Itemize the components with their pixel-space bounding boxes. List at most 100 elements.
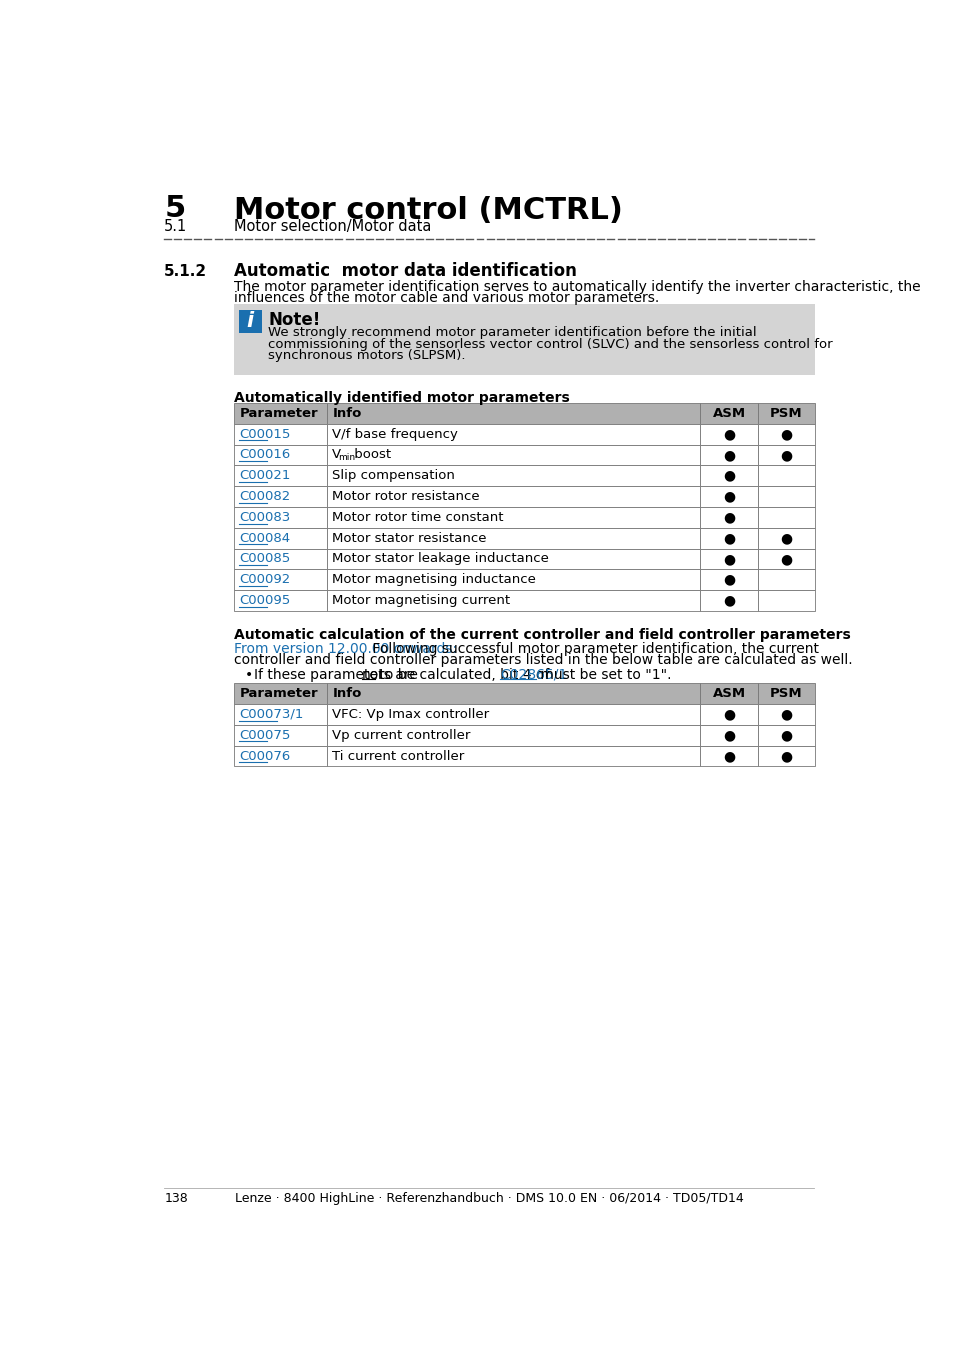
Text: Motor rotor time constant: Motor rotor time constant: [332, 510, 503, 524]
FancyBboxPatch shape: [757, 745, 815, 767]
FancyBboxPatch shape: [327, 486, 700, 508]
Text: C00082: C00082: [239, 490, 291, 504]
FancyBboxPatch shape: [233, 444, 327, 466]
Text: 138: 138: [164, 1192, 188, 1206]
FancyBboxPatch shape: [757, 424, 815, 444]
Text: i: i: [247, 312, 253, 331]
Text: ●: ●: [780, 749, 792, 763]
Text: ●: ●: [780, 728, 792, 743]
FancyBboxPatch shape: [327, 705, 700, 725]
FancyBboxPatch shape: [700, 570, 757, 590]
FancyBboxPatch shape: [757, 444, 815, 466]
Text: Motor control (MCTRL): Motor control (MCTRL): [233, 196, 622, 225]
FancyBboxPatch shape: [233, 404, 327, 424]
Text: Vp current controller: Vp current controller: [332, 729, 470, 741]
FancyBboxPatch shape: [700, 590, 757, 612]
Text: C00076: C00076: [239, 749, 291, 763]
Text: synchronous motors (SLPSM).: synchronous motors (SLPSM).: [268, 350, 465, 362]
Text: From version 12.00.00 onwards:: From version 12.00.00 onwards:: [233, 641, 456, 656]
FancyBboxPatch shape: [757, 683, 815, 705]
Text: Motor stator leakage inductance: Motor stator leakage inductance: [332, 552, 549, 566]
FancyBboxPatch shape: [327, 745, 700, 767]
Text: Automatically identified motor parameters: Automatically identified motor parameter…: [233, 390, 569, 405]
Text: ●: ●: [722, 572, 735, 587]
Text: Parameter: Parameter: [239, 406, 317, 420]
FancyBboxPatch shape: [233, 745, 327, 767]
Text: C00085: C00085: [239, 552, 291, 566]
FancyBboxPatch shape: [327, 683, 700, 705]
FancyBboxPatch shape: [233, 466, 327, 486]
Text: C00083: C00083: [239, 510, 291, 524]
FancyBboxPatch shape: [327, 424, 700, 444]
Text: to be calculated, bit 4 of: to be calculated, bit 4 of: [375, 668, 553, 682]
FancyBboxPatch shape: [700, 705, 757, 725]
Text: Info: Info: [332, 406, 361, 420]
Text: Ti current controller: Ti current controller: [332, 749, 464, 763]
FancyBboxPatch shape: [327, 590, 700, 612]
Text: ●: ●: [722, 749, 735, 763]
FancyBboxPatch shape: [757, 590, 815, 612]
FancyBboxPatch shape: [233, 705, 327, 725]
FancyBboxPatch shape: [700, 404, 757, 424]
Text: ●: ●: [780, 448, 792, 462]
Text: Automatic  motor data identification: Automatic motor data identification: [233, 262, 577, 279]
FancyBboxPatch shape: [757, 508, 815, 528]
Text: •: •: [245, 668, 253, 682]
FancyBboxPatch shape: [700, 745, 757, 767]
FancyBboxPatch shape: [233, 305, 815, 375]
Text: Slip compensation: Slip compensation: [332, 470, 455, 482]
FancyBboxPatch shape: [327, 404, 700, 424]
Text: PSM: PSM: [769, 687, 802, 701]
Text: V: V: [332, 448, 341, 462]
Text: The motor parameter identification serves to automatically identify the inverter: The motor parameter identification serve…: [233, 279, 920, 294]
FancyBboxPatch shape: [233, 570, 327, 590]
FancyBboxPatch shape: [700, 725, 757, 745]
Text: min: min: [337, 452, 355, 462]
FancyBboxPatch shape: [700, 466, 757, 486]
FancyBboxPatch shape: [757, 486, 815, 508]
Text: C00084: C00084: [239, 532, 291, 544]
FancyBboxPatch shape: [757, 570, 815, 590]
Text: Motor stator resistance: Motor stator resistance: [332, 532, 486, 544]
Text: influences of the motor cable and various motor parameters.: influences of the motor cable and variou…: [233, 292, 659, 305]
Text: Automatic calculation of the current controller and field controller parameters: Automatic calculation of the current con…: [233, 628, 850, 641]
Text: ●: ●: [722, 490, 735, 504]
FancyBboxPatch shape: [757, 528, 815, 548]
Text: must be set to "1".: must be set to "1".: [536, 668, 671, 682]
Text: Note!: Note!: [268, 310, 320, 328]
FancyBboxPatch shape: [757, 548, 815, 570]
FancyBboxPatch shape: [233, 486, 327, 508]
Text: Info: Info: [332, 687, 361, 701]
Text: C00021: C00021: [239, 470, 291, 482]
Text: 5.1.2: 5.1.2: [164, 263, 207, 278]
Text: ●: ●: [780, 707, 792, 721]
Text: C00095: C00095: [239, 594, 291, 608]
Text: C00075: C00075: [239, 729, 291, 741]
Text: Motor rotor resistance: Motor rotor resistance: [332, 490, 479, 504]
FancyBboxPatch shape: [233, 725, 327, 745]
FancyBboxPatch shape: [233, 590, 327, 612]
FancyBboxPatch shape: [327, 528, 700, 548]
Text: boost: boost: [350, 448, 391, 462]
FancyBboxPatch shape: [700, 683, 757, 705]
Text: C00092: C00092: [239, 574, 291, 586]
FancyBboxPatch shape: [327, 548, 700, 570]
Text: ●: ●: [722, 448, 735, 462]
FancyBboxPatch shape: [238, 310, 261, 333]
Text: ●: ●: [722, 728, 735, 743]
Text: ●: ●: [780, 427, 792, 441]
Text: VFC: Vp Imax controller: VFC: Vp Imax controller: [332, 707, 489, 721]
FancyBboxPatch shape: [700, 486, 757, 508]
Text: C00016: C00016: [239, 448, 291, 462]
Text: Lenze · 8400 HighLine · Referenzhandbuch · DMS 10.0 EN · 06/2014 · TD05/TD14: Lenze · 8400 HighLine · Referenzhandbuch…: [234, 1192, 742, 1206]
FancyBboxPatch shape: [327, 508, 700, 528]
Text: ●: ●: [722, 594, 735, 608]
FancyBboxPatch shape: [700, 508, 757, 528]
Text: commissioning of the sensorless vector control (SLVC) and the sensorless control: commissioning of the sensorless vector c…: [268, 338, 832, 351]
FancyBboxPatch shape: [327, 725, 700, 745]
Text: 5: 5: [164, 194, 185, 223]
Text: Motor magnetising current: Motor magnetising current: [332, 594, 510, 608]
Text: Motor magnetising inductance: Motor magnetising inductance: [332, 574, 536, 586]
Text: ASM: ASM: [712, 406, 745, 420]
Text: not: not: [361, 668, 384, 682]
